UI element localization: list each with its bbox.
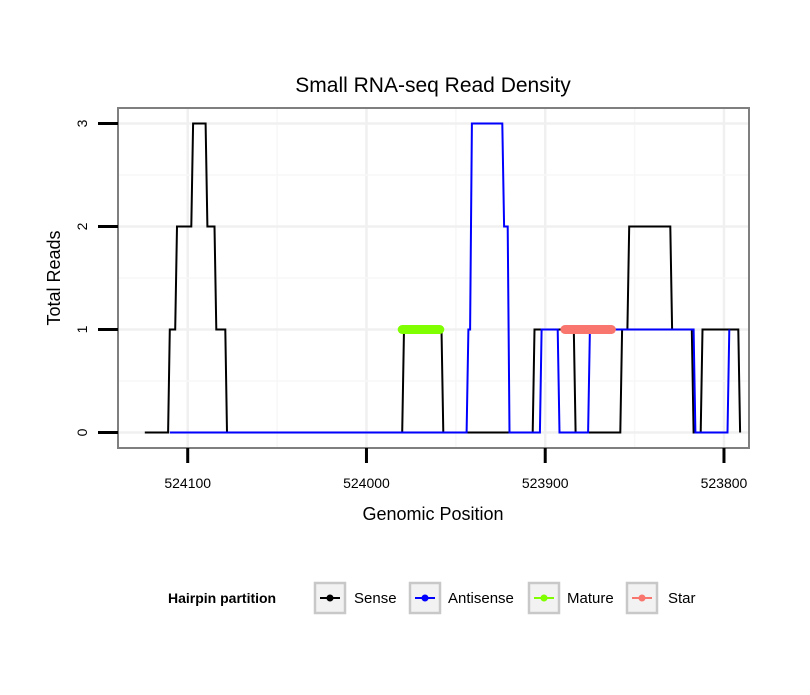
grid-layer	[118, 108, 749, 448]
y-axis-label: Total Reads	[44, 230, 64, 325]
chart-title: Small RNA-seq Read Density	[295, 74, 571, 97]
legend-key-point	[326, 594, 334, 602]
legend-label-antisense: Antisense	[448, 590, 514, 607]
x-axis-label: Genomic Position	[362, 504, 503, 524]
legend-label-sense: Sense	[354, 590, 397, 607]
axis-layer: 524100 524000 523900 523800 0 1 2 3	[74, 119, 748, 491]
legend: Hairpin partition Sense Antisense Mature St…	[168, 581, 696, 615]
y-tick-label: 0	[74, 428, 90, 436]
x-tick-label: 524000	[343, 475, 390, 491]
x-tick-label: 524100	[164, 475, 211, 491]
x-tick-label: 523800	[701, 475, 748, 491]
legend-label-star: Star	[668, 590, 696, 607]
legend-key-point	[540, 594, 548, 602]
x-tick-label: 523900	[522, 475, 569, 491]
legend-key-point	[421, 594, 429, 602]
y-tick-label: 2	[74, 222, 90, 230]
legend-title: Hairpin partition	[168, 590, 276, 606]
y-tick-label: 1	[74, 325, 90, 333]
legend-label-mature: Mature	[567, 590, 614, 607]
series-line-antisense	[169, 122, 731, 434]
series-layer	[144, 122, 742, 434]
plot-panel-border	[117, 107, 750, 449]
legend-key-point	[638, 594, 646, 602]
y-tick-label: 3	[74, 119, 90, 127]
